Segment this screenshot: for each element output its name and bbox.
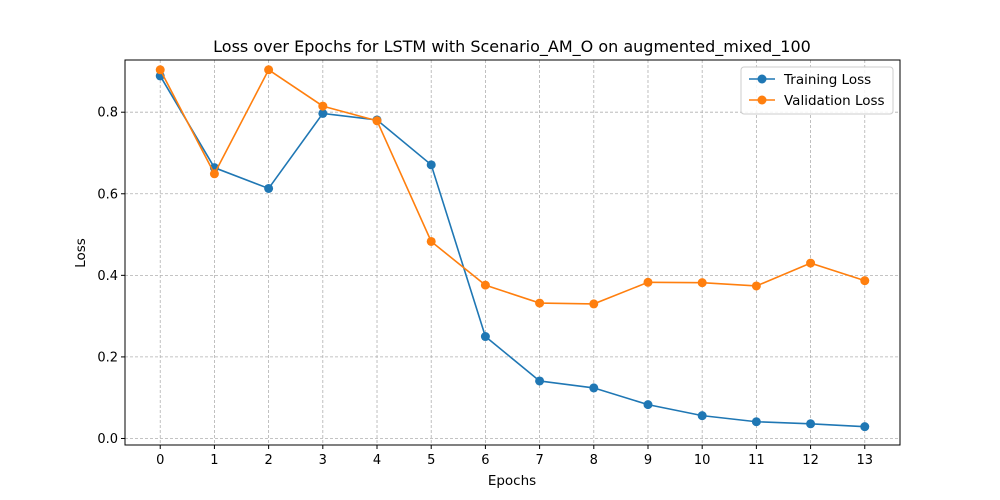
legend: Training Loss Validation Loss <box>740 66 894 115</box>
data-point <box>751 417 761 427</box>
axis-ticks: 0 1 2 3 4 5 6 7 8 9 10 11 12 130.00.20.40.60.8 <box>97 106 873 468</box>
data-point <box>372 116 382 126</box>
x-tick-label: 2 <box>264 453 272 468</box>
data-point <box>155 65 165 75</box>
y-tick-label: 0.4 <box>97 269 118 284</box>
x-tick-label: 0 <box>156 453 164 468</box>
x-tick-label: 13 <box>856 453 873 468</box>
legend-item: Validation Loss <box>749 93 885 109</box>
data-point <box>480 332 490 342</box>
y-tick-label: 0.0 <box>97 432 118 447</box>
y-tick-label: 0.8 <box>97 106 118 121</box>
data-point <box>860 276 870 286</box>
data-point <box>535 376 545 386</box>
data-point <box>589 299 599 309</box>
series-line <box>159 68 866 305</box>
x-tick-label: 8 <box>590 453 598 468</box>
legend-label: Validation Loss <box>784 93 885 109</box>
x-tick-label: 1 <box>210 453 218 468</box>
y-tick-label: 0.6 <box>97 187 118 202</box>
series-layer <box>155 65 870 432</box>
data-point <box>535 298 545 308</box>
x-tick-label: 5 <box>427 453 435 468</box>
data-point <box>318 108 328 118</box>
x-tick-label: 11 <box>748 453 765 468</box>
x-tick-label: 6 <box>481 453 489 468</box>
data-point <box>426 160 436 170</box>
chart-title: Loss over Epochs for LSTM with Scenario_… <box>213 37 811 57</box>
x-tick-label: 4 <box>373 453 381 468</box>
legend-box <box>740 66 894 115</box>
x-tick-label: 3 <box>319 453 327 468</box>
y-tick-label: 0.2 <box>97 350 118 365</box>
data-point <box>589 383 599 393</box>
x-tick-label: 10 <box>694 453 711 468</box>
y-axis-label: Loss <box>73 238 89 268</box>
data-point <box>264 65 274 75</box>
data-point <box>264 183 274 193</box>
series-0 <box>155 71 870 432</box>
x-tick-label: 7 <box>535 453 543 468</box>
data-point <box>697 411 707 421</box>
grid-lines <box>125 60 900 445</box>
legend-item: Training Loss <box>749 72 871 88</box>
data-point <box>209 169 219 179</box>
data-point <box>697 278 707 288</box>
x-tick-label: 9 <box>644 453 652 468</box>
legend-swatch-marker <box>757 95 767 105</box>
data-point <box>643 277 653 287</box>
data-point <box>806 258 816 268</box>
data-point <box>860 422 870 432</box>
x-tick-label: 12 <box>802 453 819 468</box>
data-point <box>751 281 761 291</box>
data-point <box>426 236 436 246</box>
data-point <box>806 419 816 429</box>
x-axis-label: Epochs <box>488 473 536 489</box>
plot-frame <box>124 59 901 446</box>
series-1 <box>155 65 870 309</box>
data-point <box>480 280 490 290</box>
series-line <box>159 75 865 428</box>
legend-swatch-marker <box>757 74 767 84</box>
data-point <box>643 400 653 410</box>
legend-label: Training Loss <box>783 72 871 88</box>
data-point <box>318 101 328 111</box>
